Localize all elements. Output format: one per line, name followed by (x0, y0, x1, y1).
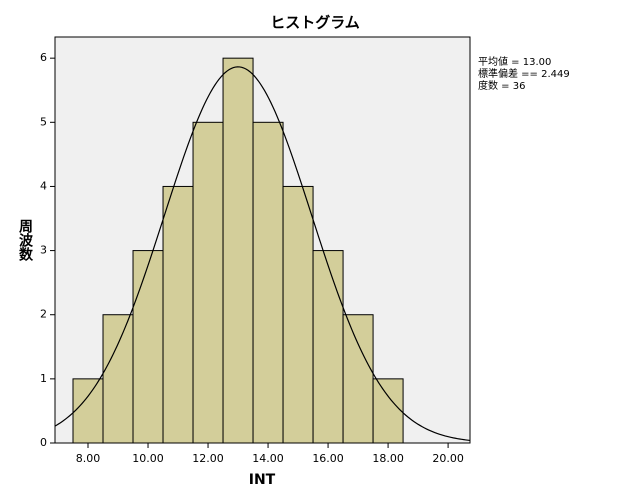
bar (252, 121, 284, 444)
y-axis-label: 周波数 (17, 219, 33, 262)
x-tick-label: 20.00 (432, 452, 464, 465)
stat-label: 度数 = 36 (478, 79, 525, 92)
bar (72, 378, 104, 444)
bar (342, 314, 374, 444)
x-tick-label: 14.00 (252, 452, 284, 465)
bar (192, 121, 224, 444)
stat-label: 平均値 = 13.00 (478, 55, 551, 68)
x-tick-label: 12.00 (192, 452, 224, 465)
y-tick-label: 5 (40, 115, 47, 128)
normal-curve (54, 66, 471, 442)
bar (222, 57, 254, 444)
y-tick-label: 3 (40, 244, 47, 257)
x-tick-label: 10.00 (132, 452, 164, 465)
y-tick-label: 0 (40, 436, 47, 449)
y-tick-label: 6 (40, 51, 47, 64)
stat-label: 標準偏差 == 2.449 (478, 67, 570, 80)
bar (372, 378, 404, 444)
bar (312, 250, 344, 444)
chart-title: ヒストグラム (270, 14, 360, 32)
x-axis-label: INT (249, 472, 276, 488)
x-tick-label: 8.00 (76, 452, 101, 465)
bar (162, 185, 194, 444)
bar (282, 185, 314, 444)
bar (132, 250, 164, 444)
y-tick-label: 2 (40, 308, 47, 321)
y-tick-label: 4 (40, 179, 47, 192)
bar (102, 314, 134, 444)
x-tick-label: 16.00 (312, 452, 344, 465)
x-tick-label: 18.00 (372, 452, 404, 465)
y-tick-label: 1 (40, 372, 47, 385)
